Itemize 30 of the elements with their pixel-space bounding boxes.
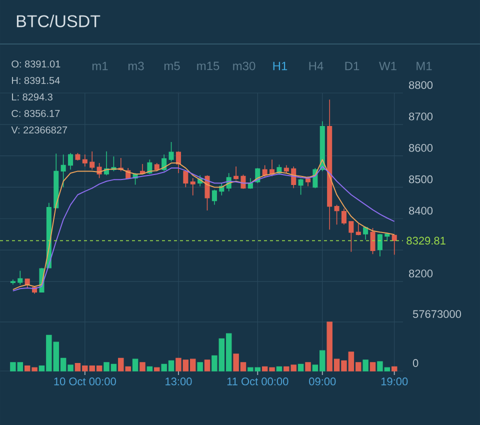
text: H1 [273,62,288,70]
text: M1 [416,62,432,70]
ref-line-label: 8329.81 [406,236,446,245]
text: H4 [309,62,324,70]
text: D1 [345,62,360,70]
y-tick-label: 8600 [408,144,433,152]
x-tick-label: 09:00 [309,378,336,386]
text: H: 8391.54 [12,76,60,84]
annotation: C: 8356.17 [12,110,60,118]
x-tick-label: 13:00 [166,378,192,386]
y-tick-label: 57673000 [412,310,462,318]
text: m3 [128,62,144,70]
y-tick-label: 8500 [408,175,433,184]
y-tick-label: 8700 [408,112,433,120]
text: m5 [164,62,180,70]
y-tick-label: 8200 [408,270,433,278]
text: m1 [92,62,108,70]
y-tick-label: 8800 [408,81,433,89]
annotation: V: 22366827 [11,126,68,134]
y-tick-label: 8400 [408,206,433,215]
text: W1 [379,62,396,70]
text: O: 8391.01 [12,60,60,68]
x-tick-label: 19:00 [381,378,408,386]
text: m15 [197,62,220,70]
annotation: L: 8294.3 [12,93,52,101]
y-tick-label: 0 [412,359,418,367]
x-tick-label: 10 Oct 00:00 [54,378,116,386]
chart-title: BTC/USDT [16,14,100,28]
x-tick-label: 11 Oct 00:00 [227,378,288,386]
text: m30 [233,62,256,70]
